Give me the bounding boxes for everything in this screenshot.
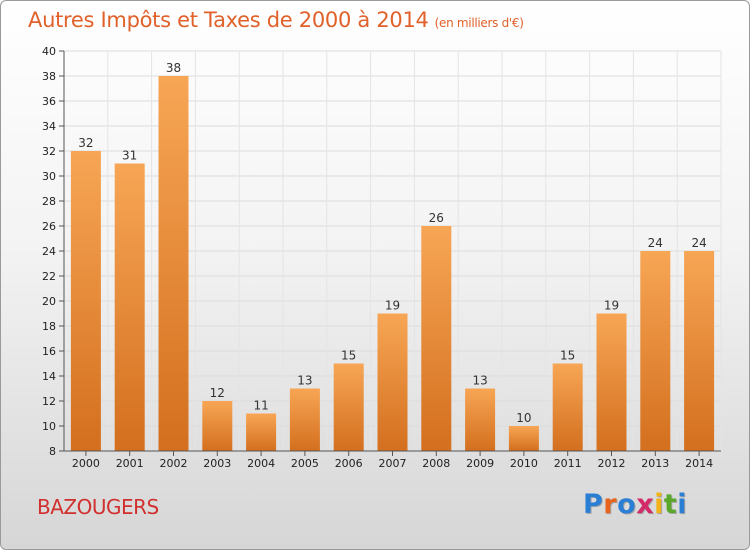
bar-2011	[552, 363, 583, 451]
y-tick-label: 28	[42, 195, 56, 208]
logo-letter: t	[663, 489, 678, 520]
bars: 32 31 38 12 11 13 15 19 26 13 10 15 19 24 24	[70, 61, 715, 451]
value-label-2014: 24	[691, 236, 706, 250]
bar-2005	[289, 388, 320, 451]
x-tick-label-2013: 2013	[641, 457, 669, 470]
y-tick-label: 18	[42, 320, 56, 333]
x-tick-label-2002: 2002	[160, 457, 188, 470]
y-tick-label: 30	[42, 170, 56, 183]
bar-2000	[70, 151, 101, 451]
value-label-2000: 32	[78, 136, 93, 150]
value-label-2011: 15	[560, 349, 575, 363]
value-label-2006: 15	[341, 349, 356, 363]
bar-2013	[640, 251, 671, 451]
chart-title-unit: (en milliers d'€)	[434, 16, 524, 30]
proxiti-logo[interactable]: Proxiti	[583, 489, 687, 520]
chart-title-text: Autres Impôts et Taxes de 2000 à 2014	[28, 8, 429, 32]
logo-letter: P	[583, 489, 604, 520]
logo-letter: o	[617, 489, 637, 520]
value-label-2012: 19	[604, 299, 619, 313]
bar-2003	[202, 401, 233, 451]
commune-name: BAZOUGERS	[37, 495, 159, 519]
value-label-2004: 11	[253, 399, 268, 413]
y-tick-label: 10	[42, 420, 56, 433]
bar-2008	[421, 226, 452, 451]
y-tick-label: 32	[42, 145, 56, 158]
x-tick-label-2011: 2011	[554, 457, 582, 470]
bar-2012	[596, 313, 627, 451]
y-tick-label: 14	[42, 370, 56, 383]
value-label-2002: 38	[166, 61, 181, 75]
bar-2010	[508, 426, 539, 451]
bar-2009	[465, 388, 496, 451]
x-tick-label-2000: 2000	[72, 457, 100, 470]
value-label-2010: 10	[516, 411, 531, 425]
y-tick-label: 8	[49, 445, 56, 458]
y-tick-label: 20	[42, 295, 56, 308]
x-tick-label-2004: 2004	[247, 457, 275, 470]
x-tick-label-2010: 2010	[510, 457, 538, 470]
y-tick-label: 34	[42, 120, 56, 133]
chart-title: Autres Impôts et Taxes de 2000 à 2014 (en…	[28, 8, 524, 32]
x-tick-label-2009: 2009	[466, 457, 494, 470]
value-label-2001: 31	[122, 149, 137, 163]
value-label-2013: 24	[648, 236, 663, 250]
x-tick-label-2001: 2001	[116, 457, 144, 470]
bar-2004	[246, 413, 277, 451]
logo-letter: x	[636, 489, 655, 520]
x-tick-label-2008: 2008	[422, 457, 450, 470]
logo-letter: i	[654, 489, 664, 520]
y-tick-label: 26	[42, 220, 56, 233]
y-tick-label: 12	[42, 395, 56, 408]
value-label-2009: 13	[472, 374, 487, 388]
x-tick-label-2006: 2006	[335, 457, 363, 470]
y-tick-label: 36	[42, 95, 56, 108]
y-tick-label: 24	[42, 245, 56, 258]
value-label-2003: 12	[210, 386, 225, 400]
x-tick-label-2007: 2007	[379, 457, 407, 470]
y-tick-label: 16	[42, 345, 56, 358]
logo-letter: i	[677, 489, 688, 520]
y-tick-label: 40	[42, 45, 56, 58]
bar-2014	[684, 251, 715, 451]
bar-2001	[114, 163, 145, 451]
bar-2002	[158, 76, 189, 451]
value-label-2007: 19	[385, 299, 400, 313]
y-tick-label: 38	[42, 70, 56, 83]
value-label-2008: 26	[429, 211, 444, 225]
x-tick-label-2003: 2003	[203, 457, 231, 470]
y-tick-label: 22	[42, 270, 56, 283]
logo-letter: r	[603, 489, 618, 520]
axes: 8 10 12 14 16 18 20 22 24 26 28 30 32 34 36 38 40 2000 200…	[42, 45, 721, 470]
bar-2006	[333, 363, 364, 451]
bar-2007	[377, 313, 408, 451]
x-tick-label-2014: 2014	[685, 457, 713, 470]
x-tick-label-2005: 2005	[291, 457, 319, 470]
x-tick-label-2012: 2012	[598, 457, 626, 470]
value-label-2005: 13	[297, 374, 312, 388]
